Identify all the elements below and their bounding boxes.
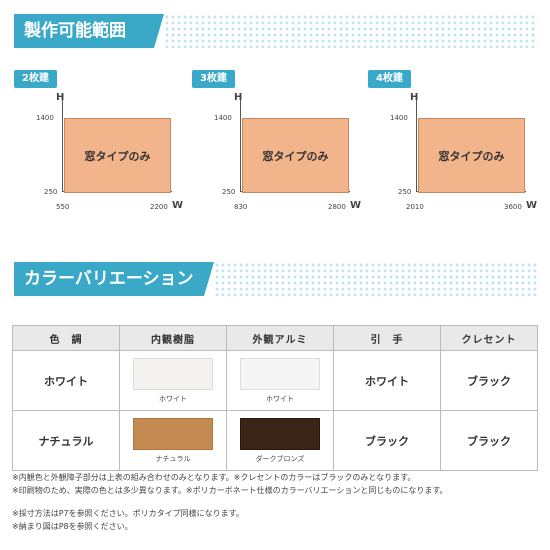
h-axis-label: H: [56, 92, 65, 103]
w-left-tick: 550: [56, 203, 70, 211]
inner-color-cell: ナチュラル: [119, 410, 227, 471]
note-line: ※内観色と外観障子部分は上表の組み合わせのみとなります。※クレセントのカラーはブ…: [12, 473, 416, 482]
note-line: ※印刷物のため、実際の色とは多少異なります。※ポリカーボネート仕様のカラーバリエ…: [12, 486, 448, 495]
range-box: 窓タイプのみ: [64, 118, 171, 193]
section-header-color: カラーバリエーション: [14, 262, 538, 296]
outer-color-cell: ホワイト: [226, 350, 334, 411]
swatch-label: ホワイト: [266, 394, 294, 403]
color-swatch: [133, 417, 213, 450]
h-bottom-tick: 250: [44, 188, 58, 196]
w-left-tick: 830: [234, 203, 248, 211]
crescent-cell: ブラック: [440, 410, 538, 471]
size-panel-4: 4枚建 H 1400 250 窓タイプのみ 2010 3600 W: [368, 70, 538, 220]
w-axis-label: W: [526, 200, 538, 211]
handle-cell: ブラック: [333, 410, 441, 471]
header-outer-aluminum: 外観アルミ: [226, 325, 334, 351]
w-axis-label: W: [172, 200, 184, 211]
inner-color-cell: ホワイト: [119, 350, 227, 411]
header-handle: 引 手: [333, 325, 441, 351]
dot-pattern: [214, 262, 538, 296]
crescent-cell: ブラック: [440, 350, 538, 411]
color-swatch: [240, 357, 320, 390]
size-panel-2: 2枚建 H 1400 250 窓タイプのみ 550 2200 W: [14, 70, 184, 220]
section-header-size: 製作可能範囲: [14, 14, 538, 48]
h-bottom-tick: 250: [398, 188, 412, 196]
outer-color-cell: ダークブロンズ: [226, 410, 334, 471]
note-line: ※採寸方法はP7を参照ください。ポリカタイプ同様になります。: [12, 509, 244, 518]
header-tone: 色 調: [12, 325, 120, 351]
table-header-row: 色 調 内観樹脂 外観アルミ 引 手 クレセント: [12, 325, 538, 351]
note-line: ※納まり図はP8を参照ください。: [12, 522, 133, 531]
header-crescent: クレセント: [440, 325, 538, 351]
h-axis-label: H: [234, 92, 243, 103]
h-bottom-tick: 250: [222, 188, 236, 196]
h-top-tick: 1400: [36, 114, 54, 122]
swatch-label: ナチュラル: [155, 454, 191, 463]
h-top-tick: 1400: [214, 114, 232, 122]
panel-badge: 3枚建: [192, 70, 235, 88]
w-right-tick: 2800: [328, 203, 346, 211]
table-row: ホワイト ホワイト ホワイト ホワイト ブラック: [12, 350, 538, 411]
w-axis-label: W: [350, 200, 362, 211]
y-axis: [240, 100, 241, 192]
section-title-color: カラーバリエーション: [14, 262, 214, 296]
section-title-size: 製作可能範囲: [14, 14, 164, 48]
h-top-tick: 1400: [390, 114, 408, 122]
panel-badge: 2枚建: [14, 70, 57, 88]
y-axis: [62, 100, 63, 192]
panel-badge: 4枚建: [368, 70, 411, 88]
header-inner-resin: 内観樹脂: [119, 325, 227, 351]
range-box: 窓タイプのみ: [242, 118, 349, 193]
y-axis: [416, 100, 417, 192]
color-swatch: [240, 417, 320, 450]
color-swatch: [133, 357, 213, 390]
size-panel-3: 3枚建 H 1400 250 窓タイプのみ 830 2800 W: [192, 70, 362, 220]
handle-cell: ホワイト: [333, 350, 441, 411]
dot-pattern: [164, 14, 538, 48]
range-box: 窓タイプのみ: [418, 118, 525, 193]
swatch-label: ダークブロンズ: [255, 454, 305, 463]
table-row: ナチュラル ナチュラル ダークブロンズ ブラック ブラック: [12, 410, 538, 471]
color-table: 色 調 内観樹脂 外観アルミ 引 手 クレセント ホワイト ホワイト ホワイト …: [12, 325, 538, 471]
tone-cell: ホワイト: [12, 350, 120, 411]
w-right-tick: 2200: [150, 203, 168, 211]
h-axis-label: H: [410, 92, 419, 103]
w-left-tick: 2010: [406, 203, 424, 211]
tone-cell: ナチュラル: [12, 410, 120, 471]
w-right-tick: 3600: [504, 203, 522, 211]
swatch-label: ホワイト: [159, 394, 187, 403]
